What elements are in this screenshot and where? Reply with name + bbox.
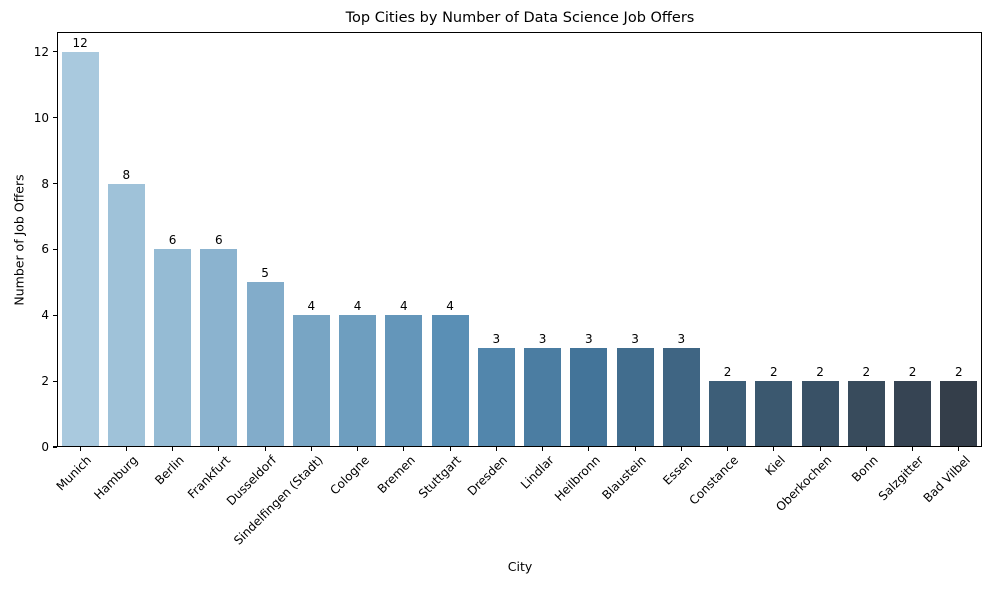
xtick-label-lindlar: Lindlar: [517, 453, 557, 492]
xtick-label-bad-vilbel: Bad Vilbel: [920, 453, 973, 506]
bar-constance: [709, 381, 747, 447]
bar-value-label-kiel: 2: [770, 365, 778, 380]
ytick-label-2: 2: [41, 374, 49, 389]
y-tick-mark: [53, 117, 57, 119]
bar-bonn: [847, 381, 885, 447]
xtick-label-frankfurt: Frankfurt: [184, 453, 233, 502]
x-tick-mark: [680, 447, 682, 451]
bar-stuttgart: [431, 315, 469, 447]
x-tick-mark: [958, 447, 960, 451]
ytick-label-10: 10: [33, 110, 49, 125]
xtick-label-dresden: Dresden: [464, 453, 511, 499]
bar-blaustein: [616, 348, 654, 447]
x-tick-mark: [588, 447, 590, 451]
ytick-label-12: 12: [33, 44, 49, 59]
xtick-label-hamburg: Hamburg: [91, 453, 141, 503]
xtick-label-bonn: Bonn: [848, 453, 881, 485]
xtick-label-cologne: Cologne: [326, 453, 372, 498]
x-tick-mark: [403, 447, 405, 451]
bar-bad-vilbel: [940, 381, 978, 447]
x-tick-mark: [634, 447, 636, 451]
x-tick-mark: [449, 447, 451, 451]
ytick-label-4: 4: [41, 308, 49, 323]
bar-value-label-blaustein: 3: [631, 332, 639, 347]
plot-area: [57, 32, 982, 447]
bar-value-label-bad-vilbel: 2: [955, 365, 963, 380]
xtick-label-munich: Munich: [53, 453, 95, 494]
bar-value-label-salzgitter: 2: [908, 365, 917, 380]
xtick-label-sindelfingen-stadt: Sindelfingen (Stadt): [230, 453, 326, 548]
bar-munich: [61, 51, 99, 447]
xtick-label-heilbronn: Heilbronn: [551, 453, 603, 504]
bar-lindlar: [524, 348, 562, 447]
y-tick-mark: [53, 51, 57, 53]
bar-value-label-berlin: 6: [168, 233, 177, 248]
bar-oberkochen: [801, 381, 839, 447]
x-tick-mark: [218, 447, 220, 451]
bar-frankfurt: [200, 249, 238, 447]
xtick-label-constance: Constance: [686, 453, 742, 508]
xtick-label-berlin: Berlin: [151, 453, 187, 488]
bar-value-label-dusseldorf: 5: [261, 266, 269, 281]
bar-value-label-cologne: 4: [353, 299, 362, 314]
xtick-label-essen: Essen: [660, 453, 696, 488]
bar-value-label-dresden: 3: [492, 332, 501, 347]
x-tick-mark: [542, 447, 544, 451]
bar-value-label-oberkochen: 2: [816, 365, 824, 380]
x-tick-mark: [125, 447, 127, 451]
bar-value-label-lindlar: 3: [538, 332, 547, 347]
x-tick-mark: [773, 447, 775, 451]
bar-dresden: [477, 348, 515, 447]
bar-bremen: [385, 315, 423, 447]
bar-value-label-bonn: 2: [862, 365, 871, 380]
bar-berlin: [154, 249, 192, 447]
xtick-label-bremen: Bremen: [374, 453, 418, 497]
y-tick-mark: [53, 248, 57, 250]
x-axis-label: City: [507, 559, 533, 574]
bar-value-label-constance: 2: [723, 365, 732, 380]
y-tick-mark: [53, 314, 57, 316]
bar-kiel: [755, 381, 793, 447]
x-tick-mark: [865, 447, 867, 451]
chart-title: Top Cities by Number of Data Science Job…: [345, 10, 695, 26]
xtick-label-blaustein: Blaustein: [599, 453, 650, 503]
bar-sindelfingen-stadt: [292, 315, 330, 447]
y-tick-mark: [53, 182, 57, 185]
xtick-label-stuttgart: Stuttgart: [415, 453, 465, 502]
bar-salzgitter: [894, 381, 932, 447]
x-tick-mark: [357, 447, 359, 451]
bar-value-label-bremen: 4: [400, 299, 408, 314]
x-tick-mark: [264, 447, 266, 451]
bar-dusseldorf: [246, 282, 284, 447]
bar-value-label-hamburg: 8: [122, 167, 131, 182]
bar-value-label-sindelfingen-stadt: 4: [307, 299, 316, 314]
x-tick-mark: [819, 447, 821, 451]
xtick-label-kiel: Kiel: [762, 453, 788, 479]
bar-value-label-heilbronn: 3: [585, 332, 593, 347]
bar-value-label-essen: 3: [677, 332, 686, 347]
y-axis-label: Number of Job Offers: [11, 174, 27, 306]
bar-value-label-stuttgart: 4: [446, 299, 454, 314]
xtick-label-salzgitter: Salzgitter: [876, 453, 927, 504]
ytick-label-6: 6: [41, 242, 49, 257]
bar-value-label-frankfurt: 6: [215, 233, 223, 248]
bar-value-label-munich: 12: [72, 35, 88, 50]
x-tick-mark: [310, 447, 312, 451]
ytick-label-8: 8: [41, 176, 49, 191]
bar-heilbronn: [570, 348, 608, 447]
bar-cologne: [339, 315, 377, 447]
y-tick-mark: [53, 380, 57, 382]
bar-essen: [662, 348, 700, 447]
x-tick-mark: [79, 447, 81, 451]
y-tick-mark: [53, 446, 57, 448]
x-tick-mark: [727, 447, 729, 451]
bar-hamburg: [107, 183, 145, 447]
x-tick-mark: [172, 447, 174, 451]
ytick-label-0: 0: [41, 440, 49, 454]
x-tick-mark: [495, 447, 497, 451]
x-tick-mark: [912, 447, 914, 451]
